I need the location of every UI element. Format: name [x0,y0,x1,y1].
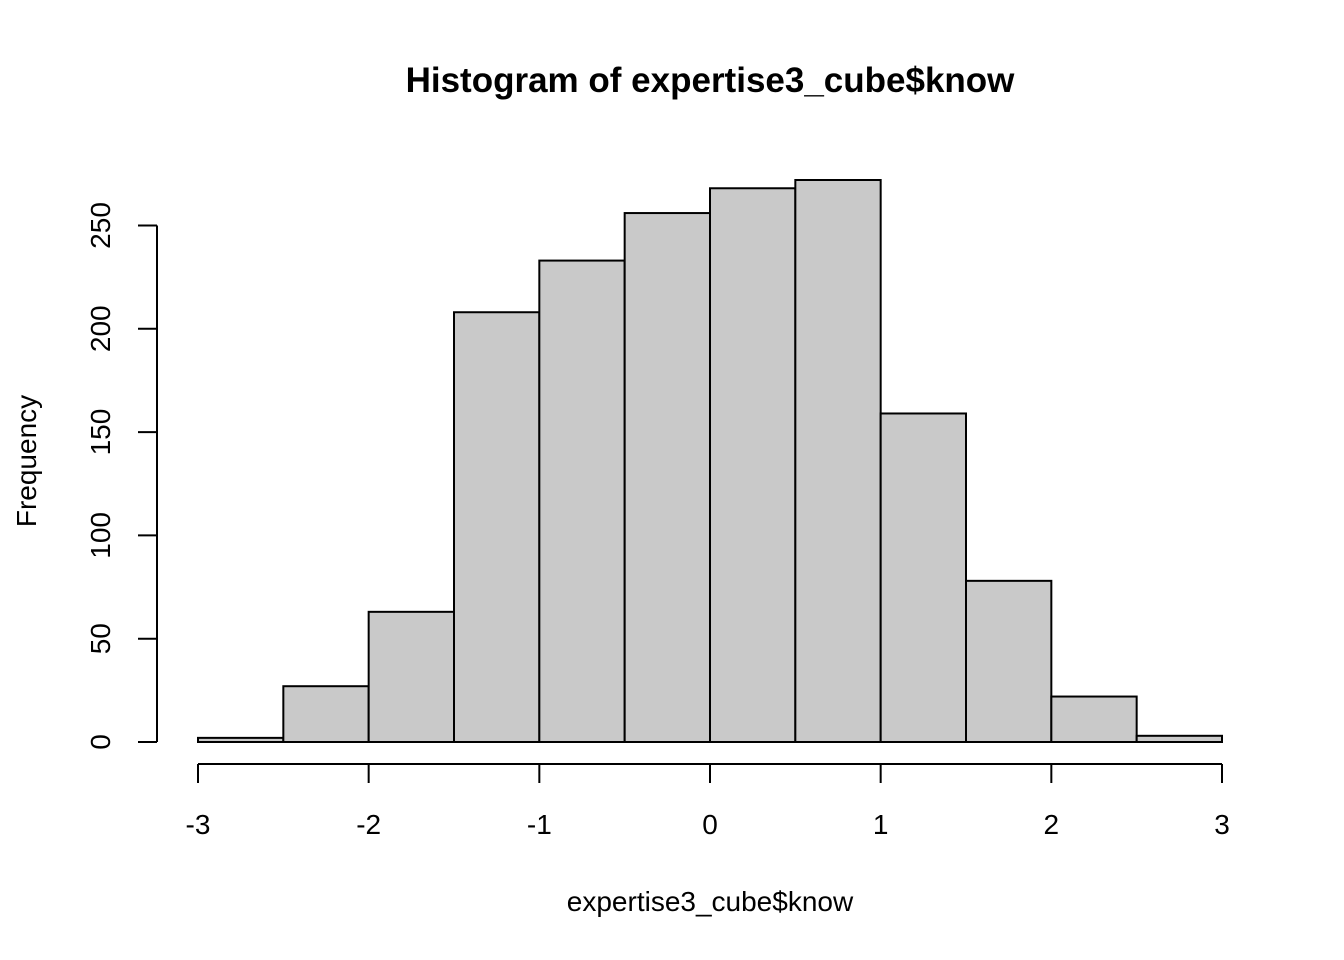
x-tick-label: -3 [186,809,211,840]
y-axis-label: Frequency [11,395,42,527]
x-tick-label: -1 [527,809,552,840]
x-tick-label: 1 [873,809,889,840]
histogram-bar [453,311,541,743]
histogram-bar [282,685,370,744]
x-tick-label: 2 [1044,809,1060,840]
histogram-bar [1135,734,1223,743]
x-tick-label: -2 [356,809,381,840]
x-tick-label: 3 [1214,809,1230,840]
y-tick-label: 200 [85,305,116,352]
histogram-bar [197,736,285,744]
histogram-bar [367,610,455,743]
x-axis: -3 -2 -1 0 1 2 3 [186,763,1230,840]
y-tick-label: 150 [85,409,116,456]
y-tick-label: 100 [85,512,116,559]
histogram-bar [709,187,797,743]
x-axis-label: expertise3_cube$know [567,886,854,917]
y-tick-label: 50 [85,623,116,654]
x-tick-label: 0 [702,809,718,840]
bars-group [197,179,1223,744]
histogram-bar [965,579,1053,744]
chart-title: Histogram of expertise3_cube$know [406,61,1016,100]
histogram-bar [879,412,968,743]
y-tick-label: 0 [85,734,116,750]
histogram-bar [1050,695,1138,744]
histogram-bar [538,259,626,743]
histogram-bar [794,179,882,743]
histogram-bar [623,212,712,743]
y-axis: 0 50 100 150 200 250 [85,202,158,750]
y-tick-label: 250 [85,202,116,249]
